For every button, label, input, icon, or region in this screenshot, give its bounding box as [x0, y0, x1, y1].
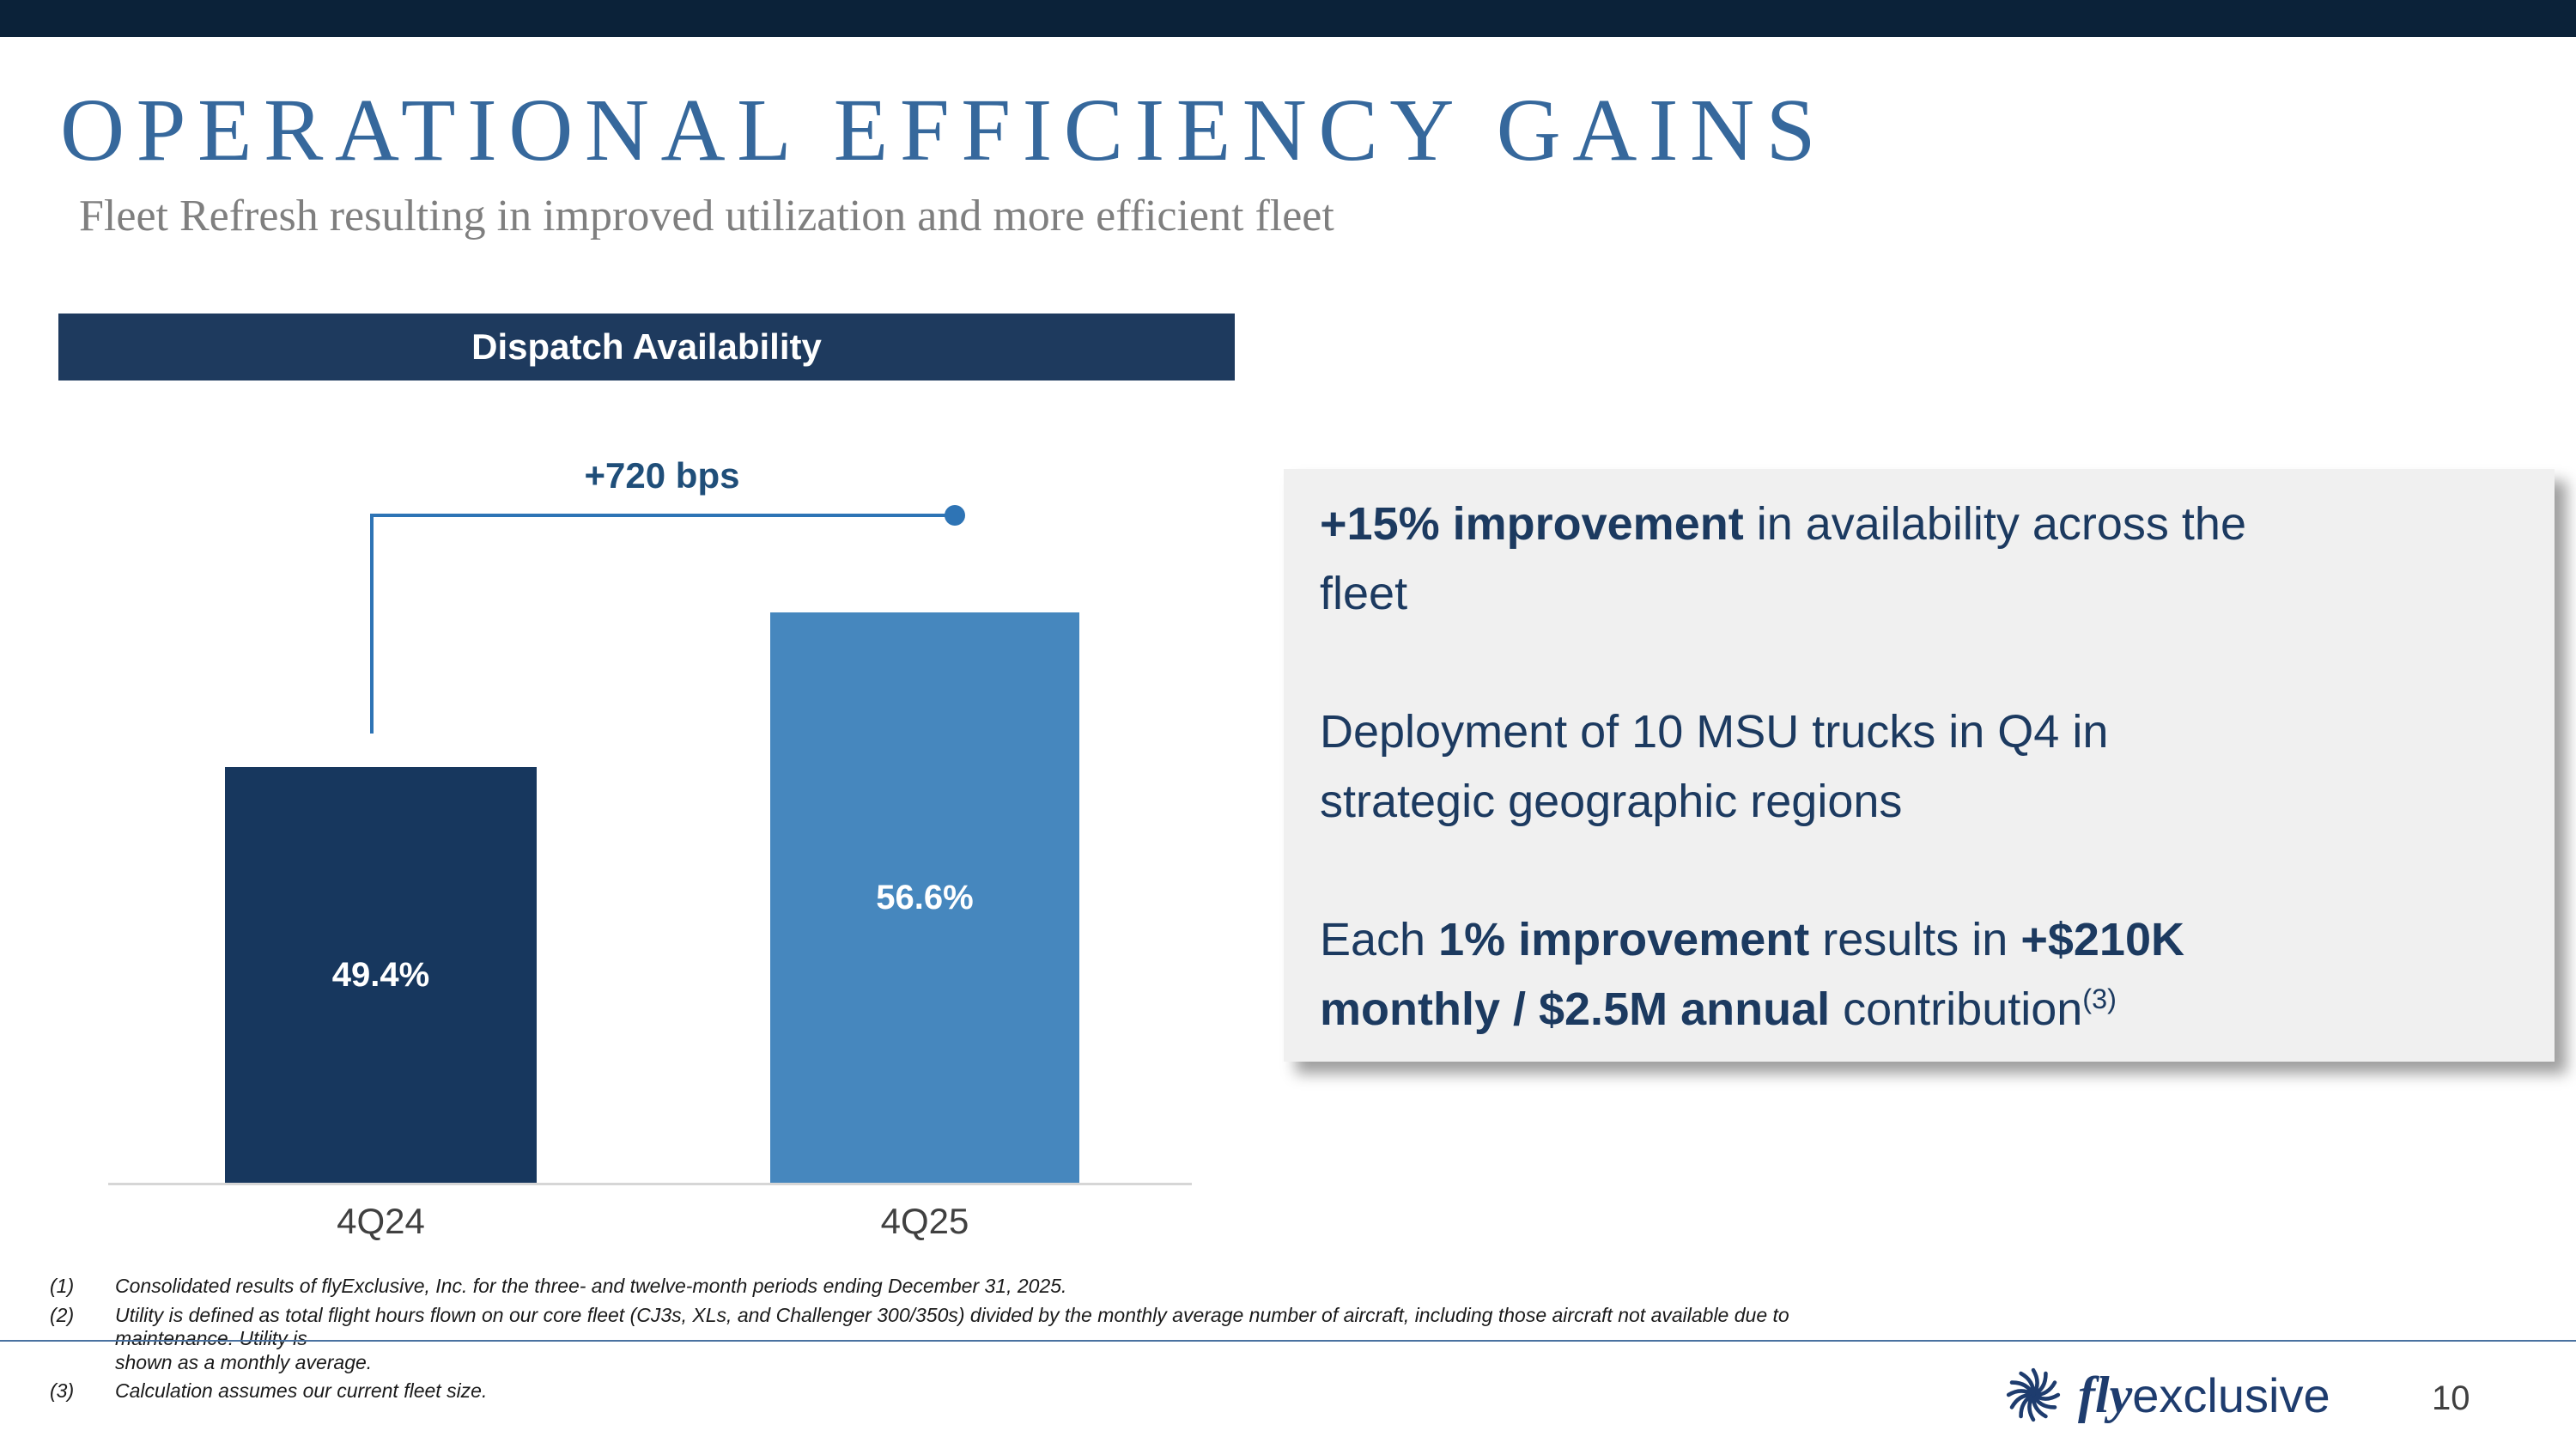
footnote-number: (2): [50, 1303, 75, 1326]
logo-text-exclusive: exclusive: [2132, 1367, 2330, 1422]
footnotes-block: (1) Consolidated results of flyExclusive…: [50, 1275, 1884, 1409]
callout-text-contribution: contribution: [1830, 983, 2083, 1035]
footnote-text: Utility is defined as total flight hours…: [115, 1303, 1789, 1373]
flyexclusive-logo: fly exclusive: [2001, 1362, 2330, 1428]
callout-bold-improvement: +15% improvement: [1320, 498, 1744, 550]
callout-bold-1pct: 1% improvement: [1438, 914, 1810, 965]
footnote-number: (3): [50, 1379, 75, 1403]
page-number: 10: [2432, 1379, 2470, 1417]
footnote-text: Consolidated results of flyExclusive, In…: [115, 1275, 1067, 1297]
flyexclusive-logo-icon: [2006, 1367, 2061, 1422]
bps-annotation: +720 bps: [584, 455, 740, 496]
logo-text-fly: fly: [2078, 1366, 2133, 1423]
footer-divider-line: [0, 1340, 2576, 1342]
footnote-row: (3) Calculation assumes our current flee…: [50, 1379, 1884, 1403]
callout-footnote-ref: (3): [2082, 983, 2117, 1014]
connector-line-vertical: [370, 514, 374, 734]
bar-value-label-4q24: 49.4%: [331, 956, 430, 994]
callout-text-deployment: Deployment of 10 MSU trucks in Q4 in str…: [1320, 706, 2109, 827]
callout-bold-210k: +$210K monthly / $2.5M annual: [1320, 914, 2184, 1035]
callout-paragraph-improvement: +15% improvement in availability across …: [1320, 490, 2518, 629]
x-axis-line: [108, 1183, 1192, 1185]
bar-value-label-4q25: 56.6%: [876, 879, 974, 916]
callout-paragraph-contribution: Each 1% improvement results in +$210K mo…: [1320, 905, 2518, 1044]
footnote-number: (1): [50, 1275, 75, 1297]
bar-4q24: 49.4%: [225, 767, 537, 1184]
footnote-row: (1) Consolidated results of flyExclusive…: [50, 1275, 1884, 1299]
callout-text-availability: in availability across the fleet: [1320, 498, 2246, 619]
callout-paragraph-deployment: Deployment of 10 MSU trucks in Q4 in str…: [1320, 697, 2518, 837]
chart-panel-header-label: Dispatch Availability: [471, 326, 822, 367]
callout-box: +15% improvement in availability across …: [1284, 469, 2555, 1062]
x-axis-label-4q25: 4Q25: [880, 1201, 969, 1241]
footnote-text: Calculation assumes our current fleet si…: [115, 1379, 488, 1403]
connector-line-horizontal: [370, 514, 956, 517]
connector-endpoint-dot: [945, 505, 965, 526]
slide-title: OPERATIONAL EFFICIENCY GAINS: [60, 81, 1827, 180]
callout-text-each: Each: [1320, 914, 1439, 965]
footnote-row: (2) Utility is defined as total flight h…: [50, 1304, 1884, 1375]
top-accent-bar: [0, 0, 2576, 37]
slide-subtitle: Fleet Refresh resulting in improved util…: [79, 192, 1334, 240]
bar-4q25: 56.6%: [770, 612, 1079, 1184]
chart-panel-header: Dispatch Availability: [58, 314, 1235, 381]
x-axis-label-4q24: 4Q24: [337, 1201, 425, 1241]
callout-text-results: results in: [1809, 914, 2021, 965]
